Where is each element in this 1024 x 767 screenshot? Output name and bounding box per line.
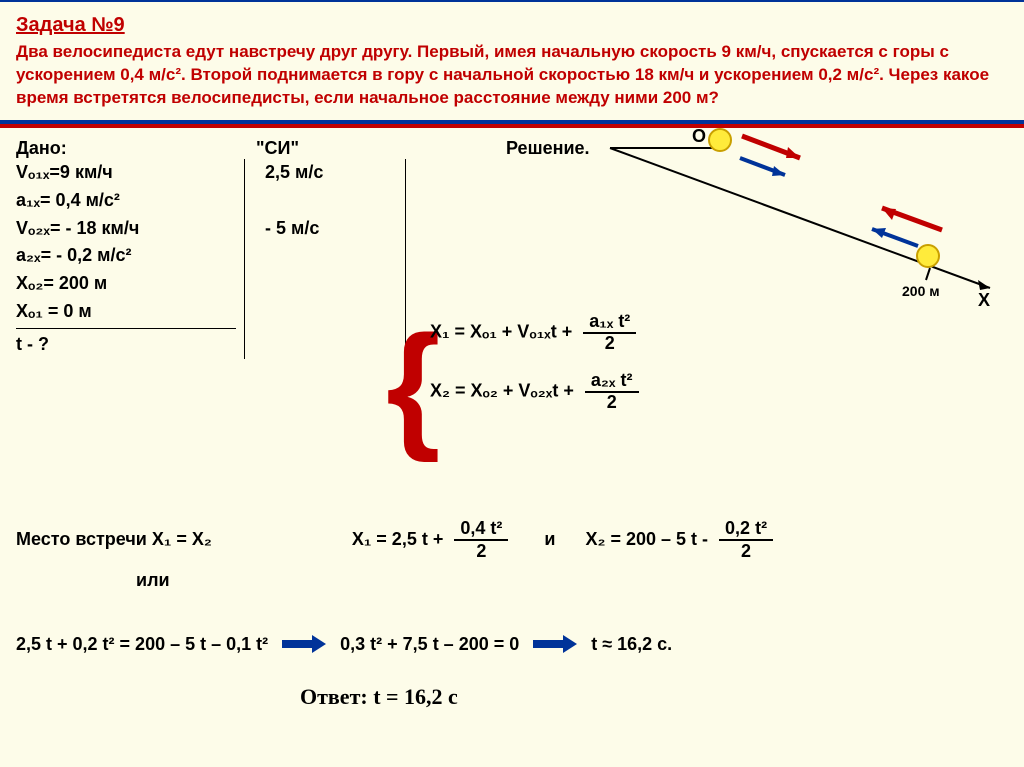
given-a1x: a₁ₓ= 0,4 м/с² bbox=[16, 187, 236, 215]
given-xo1: Xₒ₁ = 0 м bbox=[16, 298, 236, 326]
or-label: или bbox=[136, 570, 1006, 591]
x2-sub: X₂ = 200 – 5 t - bbox=[585, 529, 708, 549]
given-a2x: a₂ₓ= - 0,2 м/с² bbox=[16, 242, 236, 270]
and-label: и bbox=[544, 529, 555, 550]
final-steps: 2,5 t + 0,2 t² = 200 – 5 t – 0,1 t² 0,3 … bbox=[16, 634, 1006, 655]
eq1-lhs: X₁ = Xₒ₁ + Vₒ₁ₓt + bbox=[430, 321, 572, 341]
given-column: Vₒ₁ₓ=9 км/ч a₁ₓ= 0,4 м/с² Vₒ₂ₓ= - 18 км/… bbox=[16, 159, 245, 359]
solution-area: Дано: "СИ" Решение. Vₒ₁ₓ=9 км/ч a₁ₓ= 0,4… bbox=[0, 124, 1024, 359]
given-header: Дано: bbox=[16, 138, 236, 159]
distance-label: 200 м bbox=[902, 283, 940, 299]
problem-header: Задача №9 Два велосипедиста едут навстре… bbox=[0, 0, 1024, 124]
final-answer: Ответ: t = 16,2 с bbox=[300, 684, 458, 710]
eq2-lhs: X₂ = Xₒ₂ + Vₒ₂ₓt + bbox=[430, 381, 574, 401]
origin-label: O bbox=[692, 128, 706, 146]
given-v02x: Vₒ₂ₓ= - 18 км/ч bbox=[16, 215, 236, 243]
si-v01: 2,5 м/с bbox=[265, 159, 405, 187]
arrow-right-icon bbox=[282, 635, 326, 653]
given-xo2: Xₒ₂= 200 м bbox=[16, 270, 236, 298]
x1-fraction: 0,4 t² 2 bbox=[454, 518, 508, 562]
step1: 2,5 t + 0,2 t² = 200 – 5 t – 0,1 t² bbox=[16, 634, 268, 655]
given-v01x: Vₒ₁ₓ=9 км/ч bbox=[16, 159, 236, 187]
arrow-right-icon bbox=[533, 635, 577, 653]
eq2-fraction: a₂ₓ t² 2 bbox=[585, 371, 639, 413]
si-v02: - 5 м/с bbox=[265, 215, 405, 243]
substitution-line: Место встречи X₁ = X₂ X₁ = 2,5 t + 0,4 t… bbox=[16, 518, 1006, 591]
si-column: 2,5 м/с - 5 м/с bbox=[245, 159, 406, 354]
meet-label: Место встречи X₁ = X₂ bbox=[16, 529, 212, 550]
kinematic-equations: X₁ = Xₒ₁ + Vₒ₁ₓt + a₁ₓ t² 2 X₂ = Xₒ₂ + V… bbox=[430, 312, 645, 413]
step2: 0,3 t² + 7,5 t – 200 = 0 bbox=[340, 634, 519, 655]
x2-fraction: 0,2 t² 2 bbox=[719, 518, 773, 562]
solution-header: Решение. bbox=[396, 138, 590, 159]
x-axis-label: X bbox=[978, 290, 990, 308]
task-text: Два велосипедиста едут навстречу друг др… bbox=[16, 41, 1008, 110]
given-t: t - ? bbox=[16, 328, 236, 359]
si-header: "СИ" bbox=[236, 138, 396, 159]
x1-sub: X₁ = 2,5 t + bbox=[352, 529, 444, 549]
step3: t ≈ 16,2 с. bbox=[591, 634, 672, 655]
task-number: Задача №9 bbox=[16, 14, 1008, 37]
eq1-fraction: a₁ₓ t² 2 bbox=[583, 312, 636, 354]
incline-diagram: O X 200 м bbox=[600, 128, 1000, 308]
